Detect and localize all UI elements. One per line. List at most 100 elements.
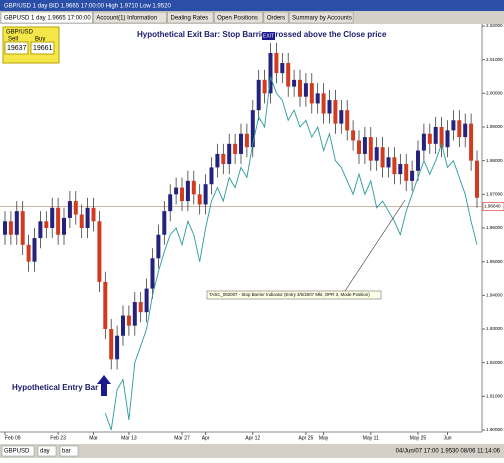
y-tick-label: 1.96000: [486, 225, 503, 230]
y-tick-label: 1.97000: [486, 192, 503, 197]
y-tick-label: 1.98000: [486, 158, 503, 163]
candle-body: [103, 281, 108, 329]
tab-label[interactable]: Summary by Accounts: [292, 16, 352, 22]
candle-body: [469, 123, 474, 161]
x-tick-label: Feb 09: [5, 435, 21, 441]
candle-body: [8, 221, 13, 235]
candle-body: [274, 52, 279, 74]
candle-body: [368, 137, 373, 161]
candle-body: [421, 133, 426, 151]
status-field[interactable]: [59, 445, 79, 457]
status-text[interactable]: day: [40, 449, 50, 455]
x-tick-label: Apr 12: [245, 435, 260, 441]
candle-body: [315, 93, 320, 104]
status-text[interactable]: bar: [62, 449, 71, 455]
candle-body: [97, 221, 102, 282]
candle-body: [144, 288, 149, 313]
candle-body: [14, 211, 19, 235]
candle-body: [457, 120, 462, 138]
candle-body: [445, 130, 450, 148]
y-tick-label: 1.93000: [486, 326, 503, 331]
candle-body: [38, 221, 43, 239]
tab-label[interactable]: Dealing Rates: [171, 16, 209, 22]
last-price-label: 1.96640: [484, 204, 501, 209]
sell-button[interactable]: [4, 41, 29, 55]
candle-body: [345, 110, 350, 131]
tab[interactable]: [0, 11, 93, 24]
candle-body: [115, 335, 120, 360]
x-tick-label: Jun: [443, 435, 451, 441]
x-tick-label: Mar: [89, 435, 98, 441]
candle-body: [191, 180, 196, 195]
candle-body: [85, 207, 90, 228]
candle-body: [174, 187, 179, 195]
candle-body: [215, 153, 220, 168]
y-tick-label: 1.99000: [486, 124, 503, 129]
x-tick-label: May: [319, 435, 329, 441]
candle-body: [44, 221, 49, 228]
tab-label[interactable]: GBPUSD 1 day 1.9665 17:00:00: [4, 16, 91, 22]
candle-body: [227, 143, 232, 165]
tab[interactable]: [288, 11, 354, 24]
candle-body: [339, 110, 344, 124]
candle-body: [67, 201, 72, 218]
candle-body: [268, 52, 273, 94]
buy-label: Buy: [35, 37, 45, 43]
candle-body: [62, 217, 66, 235]
entry-arrow: [97, 375, 111, 396]
tab[interactable]: [263, 11, 289, 24]
exit-note: Hypothetical Exit Bar: Stop Barrier cros…: [137, 30, 387, 39]
tab-label[interactable]: Orders: [267, 16, 285, 22]
title-bar: [0, 0, 504, 11]
status-text[interactable]: GBPUSD: [4, 449, 30, 455]
indicator-tooltip: [206, 290, 382, 300]
quote-symbol: GBP/USD: [6, 30, 34, 36]
candle-body: [475, 160, 479, 198]
candle-body: [392, 157, 397, 175]
candle-body: [292, 79, 297, 87]
plot: 1.90000 1.91000 1.92000 1.93000 1.94000 1.950…: [0, 23, 504, 441]
status-field[interactable]: [1, 445, 35, 457]
status-items: GBPUSD day bar 04/Jun/07 17:00 1.9530 08/06…: [1, 445, 501, 457]
exit-tag-box: [262, 32, 275, 40]
buy-button[interactable]: [30, 41, 55, 55]
tab[interactable]: [167, 11, 214, 24]
y-tick-label: 2.00000: [486, 91, 503, 96]
candle-body: [321, 93, 326, 114]
candle-body: [280, 63, 285, 74]
tab[interactable]: [213, 11, 264, 24]
candle-body: [121, 315, 125, 336]
chart-area: [0, 24, 504, 444]
status-field[interactable]: [37, 445, 57, 457]
candle-body: [357, 140, 361, 154]
sell-label: Sell: [8, 37, 18, 43]
tab-label[interactable]: Account(1) Information: [96, 16, 157, 22]
candle-body: [250, 110, 255, 148]
y-tick-label: 2.01000: [486, 57, 503, 62]
x-tick-label: Apr 25: [299, 435, 314, 441]
x-tick-label: Mar 27: [174, 435, 190, 441]
status-bar: [0, 444, 504, 458]
candle-body: [327, 100, 332, 114]
buy-price[interactable]: 19661: [33, 45, 53, 52]
candle-body: [180, 187, 184, 202]
last-price-box: [482, 202, 504, 211]
candle-body: [138, 302, 143, 313]
sell-price[interactable]: 19637: [7, 45, 27, 52]
status-text: 04/Jun/07 17:00 1.9530 08/06 11:14:06: [396, 449, 501, 455]
candle-body: [79, 214, 84, 228]
candle-body: [404, 164, 409, 181]
tab[interactable]: [93, 11, 167, 24]
candle-body: [386, 157, 391, 168]
candle-body: [303, 83, 308, 97]
y-tick-label: 1.90000: [486, 427, 503, 432]
x-tick-label: May 25: [410, 435, 427, 441]
candle-body: [433, 127, 438, 144]
candle-body: [427, 133, 432, 144]
y-tick-label: 1.94000: [486, 293, 503, 298]
tab-label[interactable]: Open Positions: [217, 16, 258, 22]
candle-body: [156, 234, 161, 259]
candle-body: [398, 164, 403, 175]
candle-body: [203, 184, 208, 205]
